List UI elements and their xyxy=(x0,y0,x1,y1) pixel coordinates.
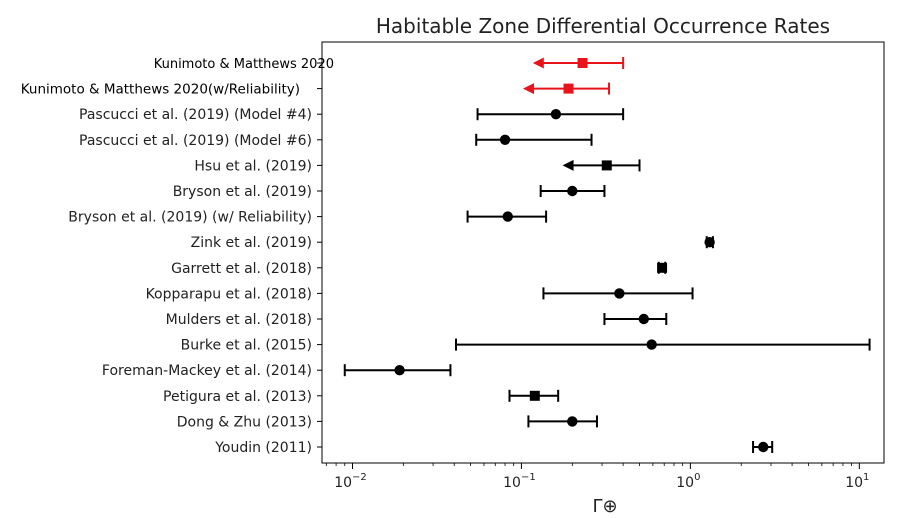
data-point-circle xyxy=(394,365,405,376)
data-point-square xyxy=(577,58,588,68)
y-tick-label: Burke et al. (2015) xyxy=(181,338,312,354)
y-tick-label: Dong & Zhu (2013) xyxy=(177,414,312,430)
data-point-circle xyxy=(499,134,511,145)
x-tick-label: 101 xyxy=(845,472,869,491)
y-tick-label: Foreman-Mackey et al. (2014) xyxy=(102,363,312,379)
y-tick-label: Youdin (2011) xyxy=(214,440,312,456)
y-tick-label: Bryson et al. (2019) (w/ Reliability) xyxy=(68,210,312,226)
data-point-circle xyxy=(758,441,769,453)
data-point-circle xyxy=(567,185,578,197)
data-point-circle xyxy=(614,288,625,299)
data-point-square xyxy=(563,83,574,94)
y-tick-label: Pascucci et al. (2019) (Model #4) xyxy=(79,107,312,123)
upper-limit-arrow xyxy=(523,83,535,95)
data-point-circle xyxy=(646,339,657,350)
x-tick-label: 10−1 xyxy=(503,472,536,491)
y-tick-label: Hsu et al. (2019) xyxy=(194,158,312,174)
y-tick-label: Mulders et al. (2018) xyxy=(166,312,312,328)
y-tick-label: Zink et al. (2019) xyxy=(191,235,312,251)
x-axis-label: Γ⊕ xyxy=(592,496,617,517)
data-point-circle xyxy=(502,211,513,222)
y-tick-label: Petigura et al. (2013) xyxy=(163,389,312,405)
data-point-circle xyxy=(638,313,649,325)
plot-frame xyxy=(321,41,885,464)
data-point-circle xyxy=(704,237,715,248)
x-tick-label: 100 xyxy=(676,472,700,491)
y-tick-label: Garrett et al. (2018) xyxy=(171,261,312,277)
data-point-circle xyxy=(550,109,562,120)
data-point-circle xyxy=(567,416,578,427)
y-tick-label: Kopparapu et al. (2018) xyxy=(146,286,312,302)
chart-title: Habitable Zone Differential Occurrence R… xyxy=(375,14,831,38)
data-point-square xyxy=(601,160,612,171)
x-tick-label: 10−2 xyxy=(334,472,367,491)
upper-limit-arrow xyxy=(532,57,544,69)
y-tick-label: Kunimoto & Matthews 2020(w/Reliability) xyxy=(21,82,300,98)
y-tick-label: Pascucci et al. (2019) (Model #6) xyxy=(79,133,312,149)
upper-limit-arrow xyxy=(562,159,574,171)
y-tick-label: Kunimoto & Matthews 2020 xyxy=(154,57,334,72)
data-point-square xyxy=(657,262,668,273)
data-point-square xyxy=(529,390,540,401)
y-tick-label: Bryson et al. (2019) xyxy=(173,184,312,200)
